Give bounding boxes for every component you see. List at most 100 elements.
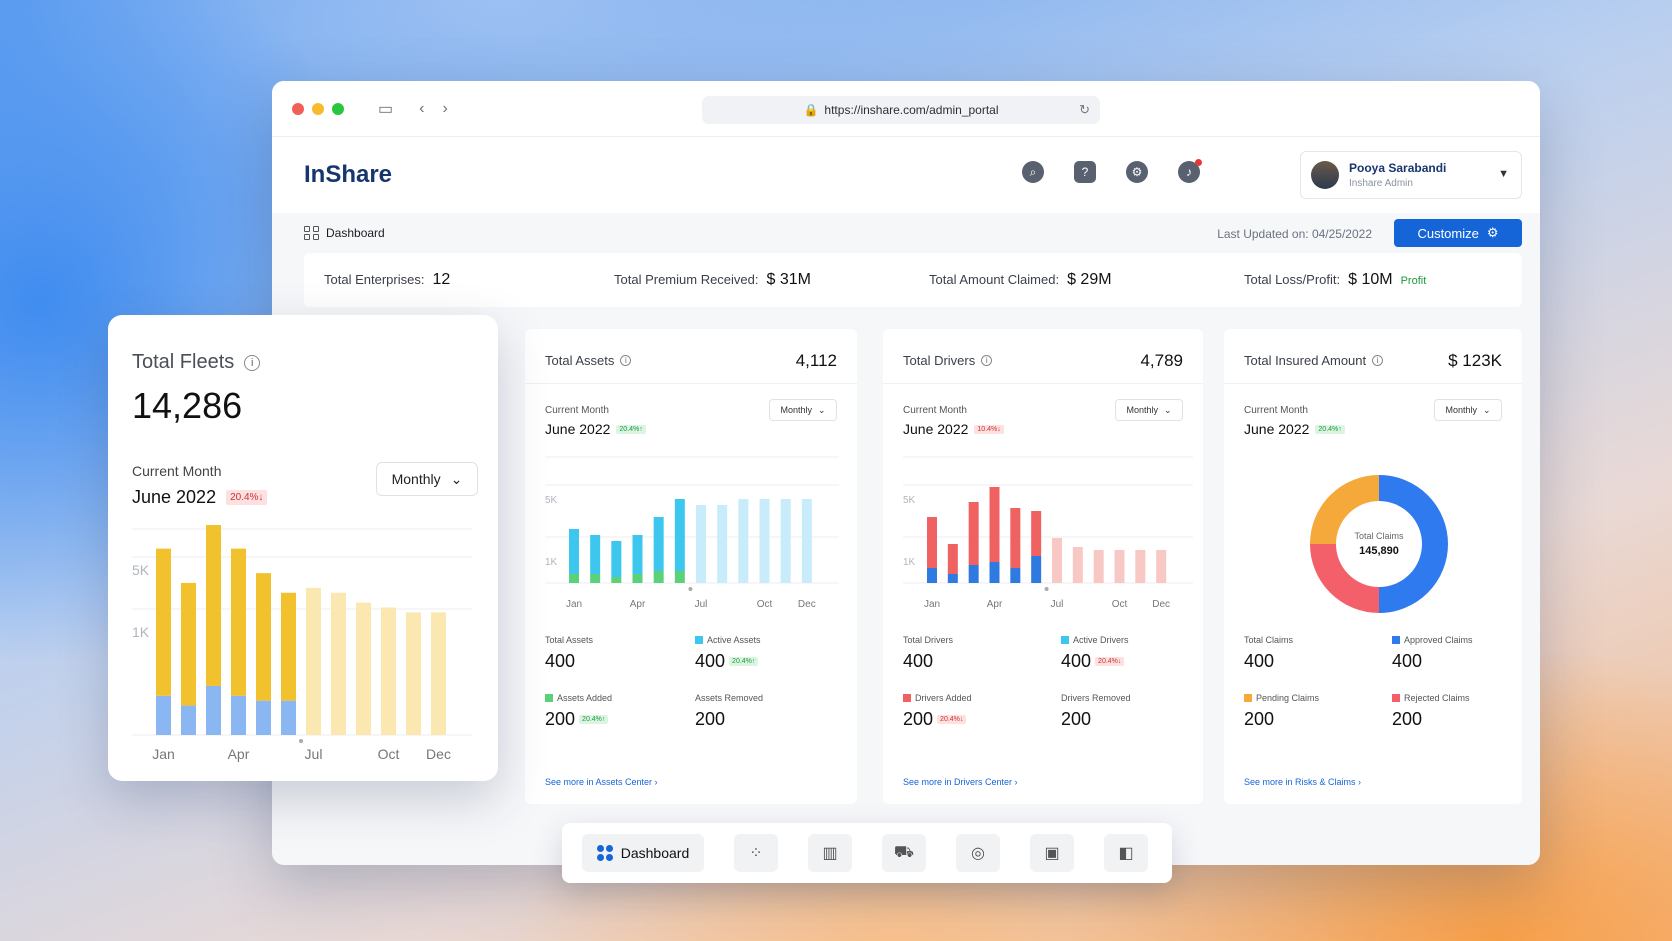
stat-label: Total Drivers [903, 635, 954, 645]
donut-slice-pending-claims [1310, 475, 1380, 545]
browser-toolbar: ▭ ‹ › 🔒 https://inshare.com/admin_portal… [272, 81, 1540, 137]
change-badge: 20.4%↑ [1315, 424, 1345, 434]
bar-Mar-s1 [968, 565, 979, 583]
bar-Feb-s1 [181, 705, 196, 735]
dock-insurance-icon[interactable]: ▣ [1030, 834, 1074, 872]
dock-enterprises-icon[interactable]: ▥ [808, 834, 852, 872]
dock-dashboard[interactable]: Dashboard [582, 834, 704, 872]
donut-center-label: Total Claims [1354, 531, 1404, 541]
change-badge: 20.4%↑ [616, 424, 646, 434]
stat-label: Drivers Added [903, 693, 972, 703]
bar-Sep-faded [1093, 550, 1104, 583]
bar-Apr-s0 [632, 535, 643, 574]
close-dot[interactable] [292, 102, 304, 115]
bar-Jun-s1 [1031, 556, 1042, 583]
forward-icon[interactable]: › [442, 99, 448, 117]
dashboard-icon [596, 845, 613, 861]
period-select[interactable]: Monthly ⌄ [1115, 399, 1183, 421]
bar-Jul-faded [306, 587, 321, 735]
app-header: InShare ⌕ ? ⚙ ♪ Pooya Sarabandi Inshare … [272, 137, 1540, 213]
bar-Mar-s0 [968, 502, 979, 565]
chevron-down-icon: ⌄ [1163, 404, 1172, 415]
bar-Sep-faded [356, 602, 371, 735]
stat-value: 400 20.4%↓ [1061, 651, 1125, 672]
y-tick-label: 1K [545, 557, 558, 568]
breadcrumb-label: Dashboard [326, 226, 385, 240]
bar-Jul-faded [696, 505, 706, 583]
stat-label: Active Drivers [1061, 635, 1129, 645]
card-total: 4,789 [1140, 351, 1183, 370]
gear-icon[interactable]: ⚙ [1126, 161, 1148, 183]
stat-value: 400 [545, 651, 576, 671]
back-icon[interactable]: ‹ [419, 99, 425, 117]
x-tick-label: Dec [798, 599, 816, 610]
bar-Feb-s0 [947, 544, 958, 574]
info-icon: i [981, 355, 993, 366]
chevron-down-icon: ⌄ [1482, 404, 1491, 415]
summary-enterprises: Total Enterprises: 12 [324, 271, 451, 288]
user-menu[interactable]: Pooya Sarabandi Inshare Admin ▼ [1300, 151, 1522, 199]
y-tick-label: 1K [903, 557, 916, 568]
maximize-dot[interactable] [332, 102, 344, 115]
x-tick-label: Oct [757, 599, 773, 610]
period-select[interactable]: Monthly ⌄ [769, 399, 837, 421]
bar-Jul-faded [1052, 538, 1062, 583]
stat-value: 200 [695, 709, 726, 729]
bar-Dec-faded [1156, 550, 1167, 583]
bell-icon[interactable]: ♪ [1178, 159, 1202, 183]
info-icon: i [620, 355, 632, 366]
stat-value: 200 [1392, 709, 1423, 729]
see-more-assets-link[interactable]: See more in Assets Center › [545, 777, 658, 787]
assets-stats: Total Assets 400 Active Assets 400 20.4%↑… [545, 635, 845, 755]
see-more-drivers-link[interactable]: See more in Drivers Center › [903, 777, 1018, 787]
bar-Nov-faded [1135, 550, 1146, 583]
bar-Aug-faded [717, 505, 728, 583]
info-icon: i [244, 354, 261, 371]
bar-Jun-s0 [674, 499, 685, 571]
bar-Oct-faded [759, 499, 770, 583]
bar-Jun-s1 [674, 571, 685, 583]
browser-window: ▭ ‹ › 🔒 https://inshare.com/admin_portal… [272, 81, 1540, 865]
minimize-dot[interactable] [312, 102, 324, 115]
card-title: Total Fleets i [132, 351, 261, 374]
bar-Oct-faded [381, 607, 396, 735]
x-tick-label: Jul [305, 746, 323, 762]
card-title: Total Assets i [545, 353, 632, 368]
reload-icon[interactable]: ↻ [1079, 102, 1090, 117]
bar-Nov-faded [780, 499, 791, 583]
stat-label: Approved Claims [1392, 635, 1473, 645]
dashboard-icon [304, 226, 320, 240]
bar-May-s0 [653, 517, 664, 571]
bar-Jan-s1 [569, 574, 579, 583]
app-logo[interactable]: InShare [304, 161, 393, 188]
bar-Apr-s1 [231, 695, 246, 735]
help-icon[interactable]: ? [1074, 161, 1096, 183]
x-tick-label: Jul [695, 599, 708, 610]
y-tick-label: 5K [545, 495, 558, 506]
x-tick-label: Dec [1152, 599, 1170, 610]
bar-Nov-faded [406, 612, 421, 735]
dock-drivers-icon[interactable]: ◎ [956, 834, 1000, 872]
card-total: $ 123K [1448, 351, 1502, 370]
customize-button[interactable]: Customize ⚙ [1394, 219, 1522, 247]
dock-fleets-icon[interactable]: ⁘ [734, 834, 778, 872]
stat-value: 200 20.4%↑ [545, 709, 609, 730]
x-tick-label: Apr [630, 599, 646, 610]
period-select[interactable]: Monthly ⌄ [376, 462, 478, 496]
claims-stats: Total Claims 400 Approved Claims 400 Pen… [1244, 635, 1540, 755]
address-bar[interactable]: 🔒 https://inshare.com/admin_portal ↻ [702, 96, 1100, 124]
month-label: June 2022 20.4%↑ [1244, 421, 1345, 437]
see-more-claims-link[interactable]: See more in Risks & Claims › [1244, 777, 1362, 787]
period-select[interactable]: Monthly ⌄ [1434, 399, 1502, 421]
bar-Mar-s0 [611, 541, 622, 577]
search-icon[interactable]: ⌕ [1022, 161, 1044, 183]
sidebar-toggle-icon[interactable]: ▭ [378, 100, 394, 118]
bar-Aug-faded [1072, 547, 1083, 583]
bar-Jun-s0 [1031, 511, 1042, 556]
bar-May-s0 [1010, 508, 1021, 568]
current-marker [1044, 587, 1049, 591]
month-label: June 2022 20.4%↑ [545, 421, 646, 437]
dock-trucks-icon[interactable]: ⛟ [882, 834, 926, 872]
bottom-dock: Dashboard ⁘ ▥ ⛟ ◎ ▣ ◧ [562, 823, 1172, 883]
dock-claims-icon[interactable]: ◧ [1104, 834, 1148, 872]
